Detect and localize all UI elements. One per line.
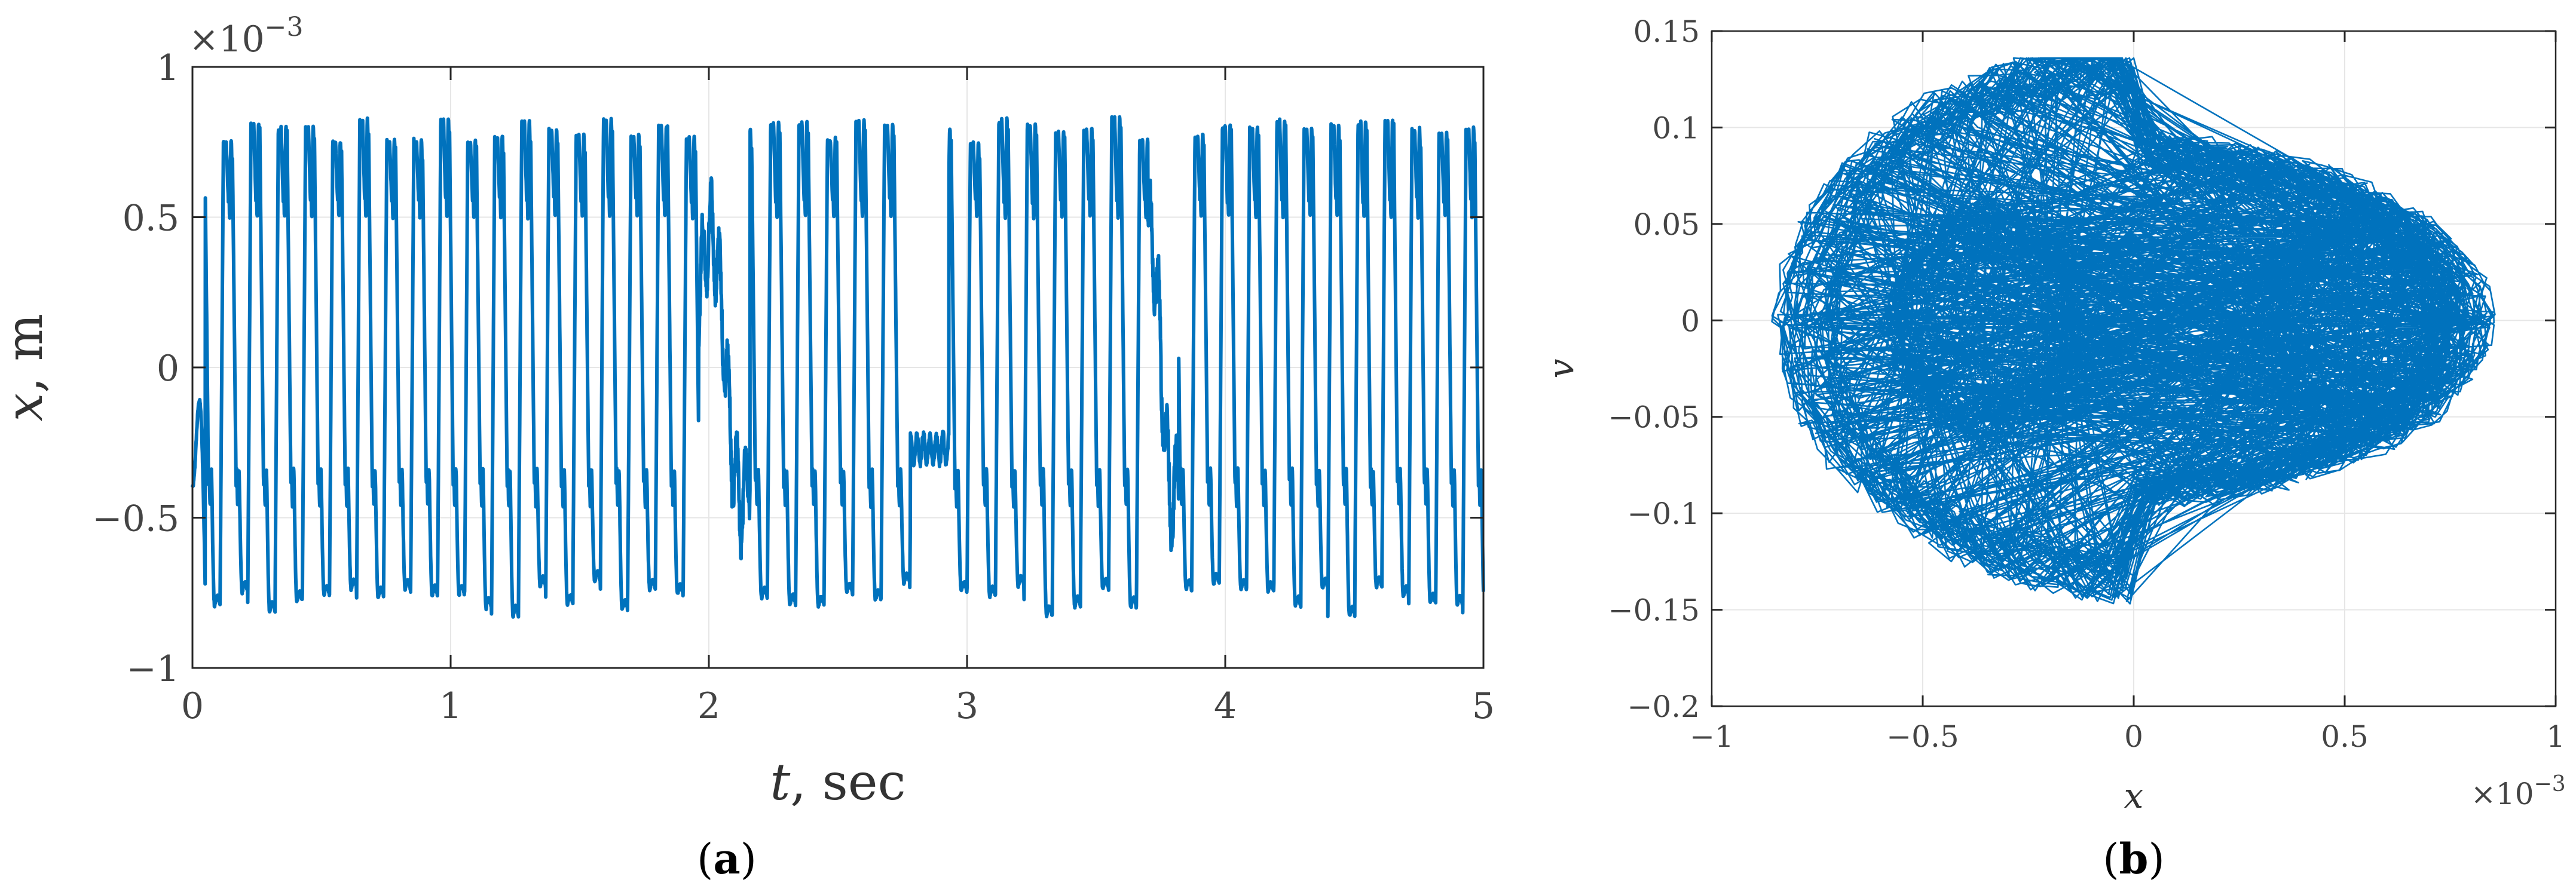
panel-a-y-tick-label: 0.5 — [123, 198, 179, 240]
panel-b-x-exponent: ×10−3 — [2471, 772, 2566, 811]
panel-a-series-line — [191, 115, 1485, 619]
panel-b-y-tick-label: 0.1 — [1652, 111, 1700, 145]
panel-a-y-axis-label: x, m — [0, 314, 54, 421]
panel-a-caption-letter: a — [713, 834, 740, 884]
panel-a-x-tick-label: 3 — [956, 685, 978, 727]
panel-b-x-exponent-prefix: ×10 — [2471, 777, 2534, 811]
panel-b-x-tick-label: 0.5 — [2321, 719, 2369, 754]
panel-b-x-tick-label: −1 — [1690, 719, 1734, 754]
panel-b-y-tick-label: −0.1 — [1627, 496, 1700, 531]
panel-b-caption: (b) — [2103, 834, 2165, 884]
panel-b-caption-letter: b — [2119, 834, 2149, 884]
panel-a-y-axis-unit: , m — [0, 314, 54, 393]
panel-a-y-axis-var: x — [0, 393, 54, 421]
panel-b-y-tick-label: −0.2 — [1627, 689, 1700, 724]
panel-a-y-tick-label: 1 — [157, 47, 179, 89]
panel-a-ticks: 0 1 2 3 4 5 −1 −0.5 0 0.5 1 — [92, 47, 1495, 727]
panel-b-series-line — [1771, 57, 2496, 605]
panel-b-x-tick-label: 0 — [2124, 719, 2143, 754]
panel-a-y-tick-label: −1 — [127, 648, 179, 690]
panel-b-y-tick-label: 0 — [1681, 304, 1700, 338]
panel-a-caption: (a) — [697, 834, 757, 884]
panel-b-y-tick-label: 0.15 — [1633, 14, 1700, 49]
panel-a-y-tick-label: 0 — [157, 348, 179, 390]
panel-b-x-tick-label: −0.5 — [1886, 719, 1959, 754]
panel-a-x-axis-unit: , sec — [790, 753, 905, 811]
panel-a-x-tick-label: 4 — [1214, 685, 1237, 727]
panel-b-x-axis-label: x — [2124, 775, 2144, 816]
panel-b-x-exponent-power: −3 — [2534, 772, 2566, 796]
panel-a-y-exponent: ×10−3 — [189, 12, 304, 60]
panel-a-x-axis-label: t, sec — [770, 753, 905, 811]
panel-a-x-axis-var: t — [770, 753, 790, 811]
panel-b-y-axis-label: v — [1541, 358, 1581, 378]
panel-a-x-tick-label: 0 — [181, 685, 204, 727]
panel-b-ticks: −1 −0.5 0 0.5 1 −0.2 −0.15 −0.1 −0.05 0 0.05 0.1 0.1… — [1608, 14, 2565, 754]
panel-a-y-exponent-prefix: ×10 — [189, 19, 265, 60]
panel-b-x-tick-label: 1 — [2546, 719, 2565, 754]
panel-a-x-tick-label: 2 — [697, 685, 720, 727]
panel-b-y-tick-label: −0.15 — [1608, 593, 1700, 628]
panel-a-chart: 0 1 2 3 4 5 −1 −0.5 0 0.5 1 ×10−3 t, sec x, m (a) — [0, 12, 1495, 884]
panel-a-x-tick-label: 5 — [1472, 685, 1495, 727]
panel-b-y-tick-label: 0.05 — [1633, 207, 1700, 242]
panel-a-y-tick-label: −0.5 — [92, 498, 179, 540]
panel-b-y-tick-label: −0.05 — [1608, 400, 1700, 435]
panel-b-chart: −1 −0.5 0 0.5 1 −0.2 −0.15 −0.1 −0.05 0 0.05 0.1 0.1… — [1541, 14, 2566, 884]
panel-a-x-tick-label: 1 — [439, 685, 462, 727]
panel-a-y-exponent-power: −3 — [265, 12, 304, 42]
